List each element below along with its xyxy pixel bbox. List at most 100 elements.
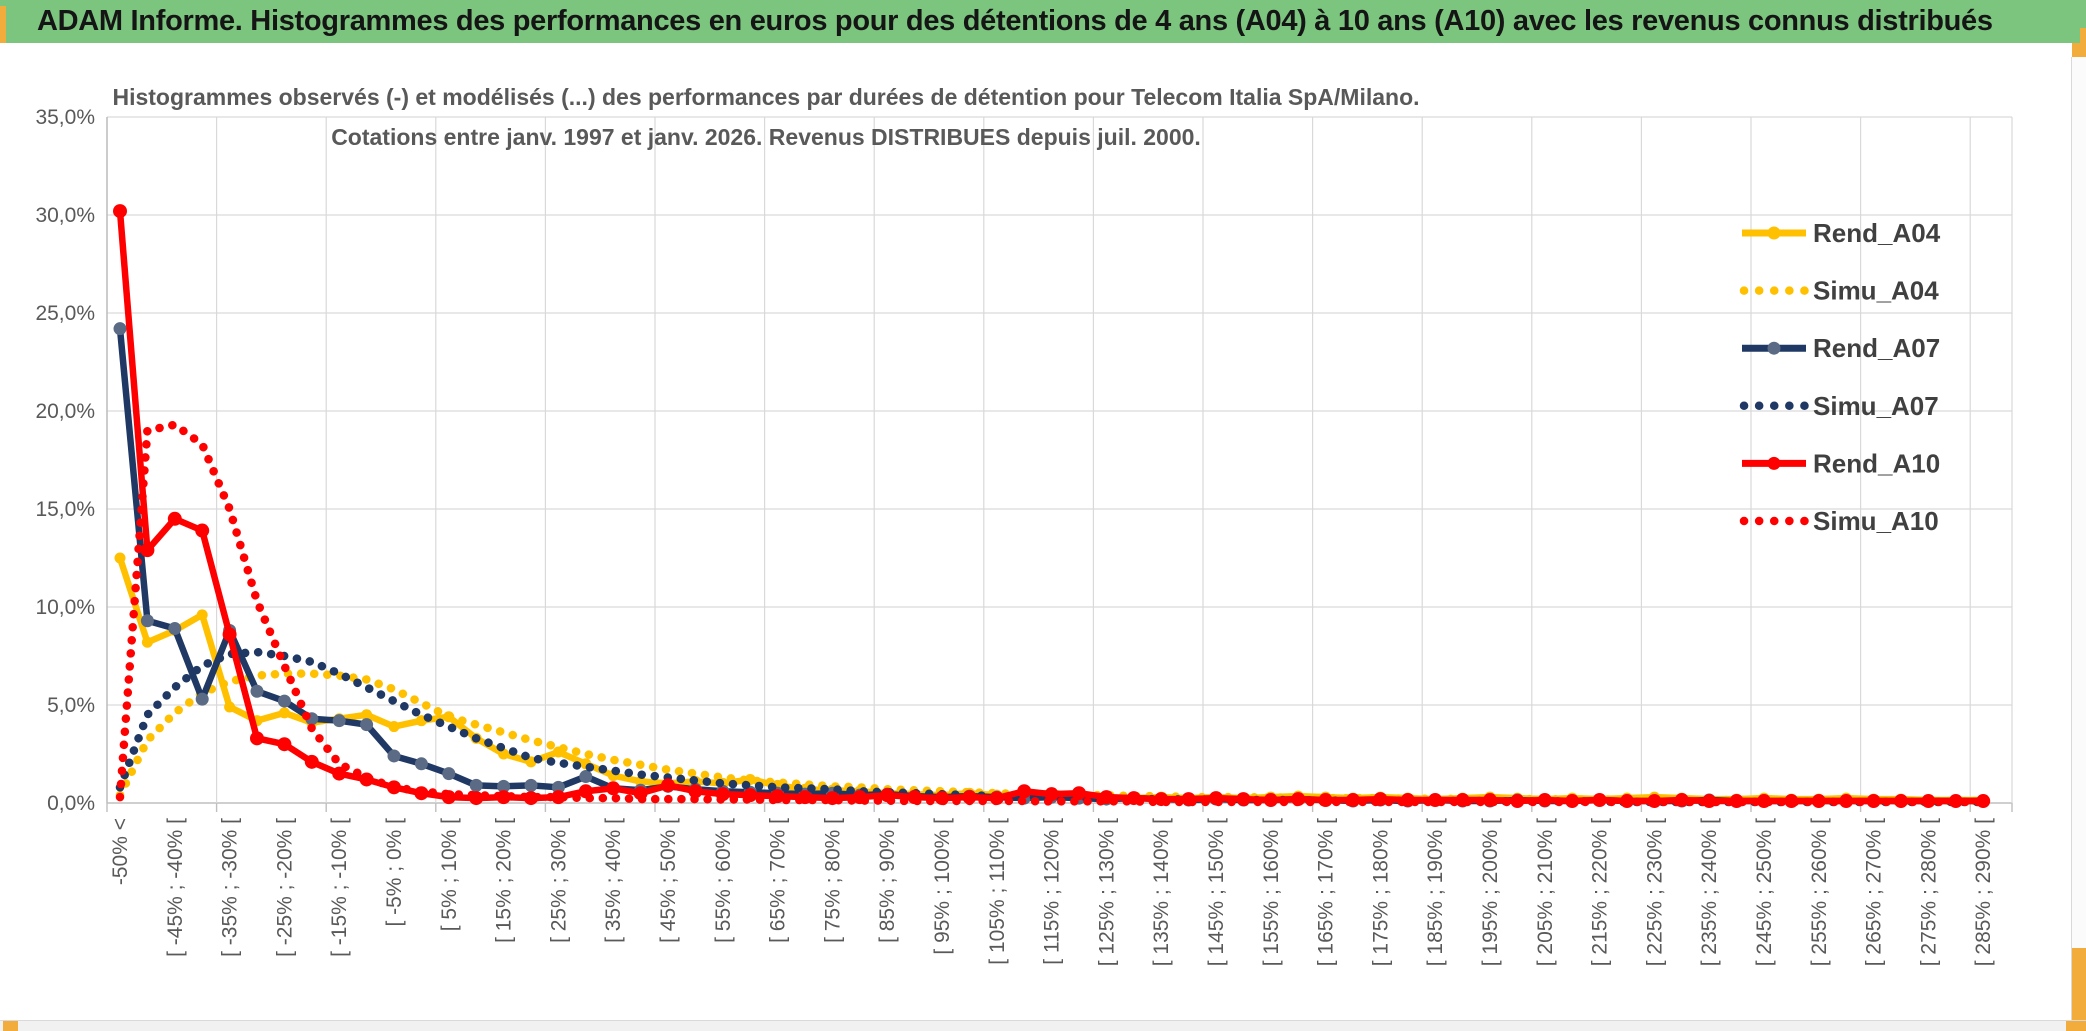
series-Rend_A04 <box>114 552 1989 806</box>
data-point <box>387 749 401 763</box>
data-point <box>168 622 182 636</box>
legend-marker <box>1767 226 1781 240</box>
data-point <box>332 714 346 728</box>
x-tick-label: [ 115% ; 120% [ <box>1041 818 1064 965</box>
data-point <box>277 737 292 752</box>
x-tick-label: [ 55% ; 60% [ <box>712 818 735 943</box>
x-tick-label: [ 175% ; 180% [ <box>1369 818 1392 966</box>
performance-histogram-chart[interactable]: 0,0% 5,0% 10,0% 15,0% 20,0% 25,0% 30,0% 35,0% -5… <box>0 43 2072 1020</box>
chart-title-line1: Histogrammes observés (-) et modélisés (… <box>112 84 1419 110</box>
legend-item-Rend_A10[interactable]: Rend_A10 <box>1742 448 1940 478</box>
x-tick-label: [ 265% ; 270% [ <box>1863 818 1886 966</box>
x-tick-label: [ 65% ; 70% [ <box>767 818 790 943</box>
data-point <box>661 778 675 793</box>
data-point <box>113 322 127 336</box>
data-point <box>141 636 153 648</box>
x-tick-label: [ -45% ; -40% [ <box>164 818 187 957</box>
legend-item-Simu_A07[interactable]: Simu_A07 <box>1739 391 1939 421</box>
data-point <box>196 609 208 621</box>
window-title-bar: ADAM Informe. Histogrammes des performan… <box>0 0 2086 43</box>
x-tick-label: [ 15% ; 20% [ <box>493 818 516 943</box>
data-point <box>688 784 703 799</box>
right-edge-gold-accent <box>2072 948 2086 1031</box>
x-tick-label: [ 25% ; 30% [ <box>547 818 570 943</box>
chart-title-line2: Cotations entre janv. 1997 et janv. 2026… <box>331 124 1201 150</box>
x-tick-label: [ 145% ; 150% [ <box>1205 818 1228 966</box>
x-tick-label: [ 245% ; 250% [ <box>1753 818 1776 966</box>
x-axis-labels: -50% < [ -45% ; -40% [[ -35% ; -30% [[ -2… <box>109 818 1995 966</box>
data-point <box>195 523 210 538</box>
window-border-accent-right <box>2080 28 2086 43</box>
x-tick-label: [ 155% ; 160% [ <box>1260 818 1283 966</box>
series-Simu_A04 <box>115 669 1988 806</box>
x-tick-label: [ 285% ; 290% [ <box>1972 818 1995 966</box>
y-tick-label: 15,0% <box>35 498 95 521</box>
x-tick-label: [ 95% ; 100% [ <box>931 818 954 955</box>
data-point <box>469 778 483 792</box>
data-point <box>113 204 127 219</box>
x-tick-label: [ 195% ; 200% [ <box>1479 818 1502 966</box>
x-tick-label: [ -15% ; -10% [ <box>328 818 351 957</box>
legend-label: Simu_A10 <box>1813 506 1939 536</box>
x-tick-label: [ 125% ; 130% [ <box>1095 818 1118 966</box>
data-point <box>250 684 264 698</box>
data-point <box>360 718 374 732</box>
legend-label: Rend_A07 <box>1813 333 1940 363</box>
y-tick-label: 20,0% <box>35 400 95 423</box>
horizontal-scrollbar[interactable] <box>0 1020 2086 1031</box>
legend-item-Rend_A04[interactable]: Rend_A04 <box>1742 218 1941 248</box>
x-tick-label: [ -5% ; 0% [ <box>383 818 406 927</box>
data-point <box>277 694 291 708</box>
data-point <box>635 775 647 787</box>
x-tick-label: [ 75% ; 80% [ <box>821 818 844 943</box>
x-tick-label: [ 205% ; 210% [ <box>1534 818 1557 966</box>
data-point <box>388 721 400 733</box>
legend-item-Simu_A04[interactable]: Simu_A04 <box>1739 276 1939 306</box>
x-tick-label: [ 225% ; 230% [ <box>1643 818 1666 966</box>
data-point <box>524 778 538 792</box>
x-tick-label: [ 165% ; 170% [ <box>1315 818 1338 966</box>
x-tick-label: [ 45% ; 50% [ <box>657 818 680 943</box>
scrollbar-gold-accent-right <box>2066 1021 2086 1031</box>
legend-label: Rend_A04 <box>1813 218 1941 248</box>
data-point <box>1072 786 1086 801</box>
y-tick-label: 30,0% <box>35 204 95 227</box>
x-tick-label: [ 215% ; 220% [ <box>1589 818 1612 966</box>
legend-item-Simu_A10[interactable]: Simu_A10 <box>1739 506 1939 536</box>
data-point <box>224 701 236 713</box>
data-point <box>606 781 621 796</box>
gridlines <box>106 116 2013 812</box>
data-point <box>195 692 209 706</box>
x-tick-label: [ 135% ; 140% [ <box>1150 818 1173 966</box>
x-tick-label: [ 35% ; 40% [ <box>602 818 625 943</box>
right-edge-strip[interactable] <box>2071 57 2086 1020</box>
data-point <box>222 627 237 642</box>
x-tick-label: [ 105% ; 110% [ <box>986 818 1009 965</box>
data-point <box>114 552 126 564</box>
data-point <box>278 707 290 719</box>
data-point <box>551 780 565 794</box>
data-point <box>497 779 511 793</box>
series-Rend_A07 <box>113 322 1990 808</box>
x-tick-label: [ 5% ; 10% [ <box>438 818 461 931</box>
legend: Rend_A04 Simu_A04 Rend_A07 Simu_A07 Rend_A10… <box>1739 218 1941 536</box>
window-title: ADAM Informe. Histogrammes des performan… <box>37 5 1993 37</box>
series-Simu_A10 <box>115 420 1988 807</box>
chart-title: Histogrammes observés (-) et modélisés (… <box>112 84 1419 150</box>
legend-label: Simu_A04 <box>1813 276 1939 306</box>
legend-item-Rend_A07[interactable]: Rend_A07 <box>1742 333 1940 363</box>
x-tick-label: [ 85% ; 90% [ <box>876 818 899 943</box>
x-tick-label: [ -25% ; -20% [ <box>273 818 296 957</box>
y-tick-label: 0,0% <box>47 792 95 815</box>
data-point <box>1017 784 1032 799</box>
data-point <box>167 511 182 526</box>
x-tick-label: -50% < <box>109 818 132 885</box>
legend-marker <box>1767 341 1781 355</box>
y-axis-labels: 0,0% 5,0% 10,0% 15,0% 20,0% 25,0% 30,0% 35,0% <box>35 106 95 815</box>
legend-marker <box>1767 456 1781 470</box>
x-tick-label: [ 185% ; 190% [ <box>1424 818 1447 966</box>
scrollbar-gold-accent-left <box>3 1021 18 1031</box>
y-tick-label: 5,0% <box>47 694 95 717</box>
x-tick-label: [ 255% ; 260% [ <box>1808 818 1831 966</box>
legend-label: Simu_A07 <box>1813 391 1939 421</box>
